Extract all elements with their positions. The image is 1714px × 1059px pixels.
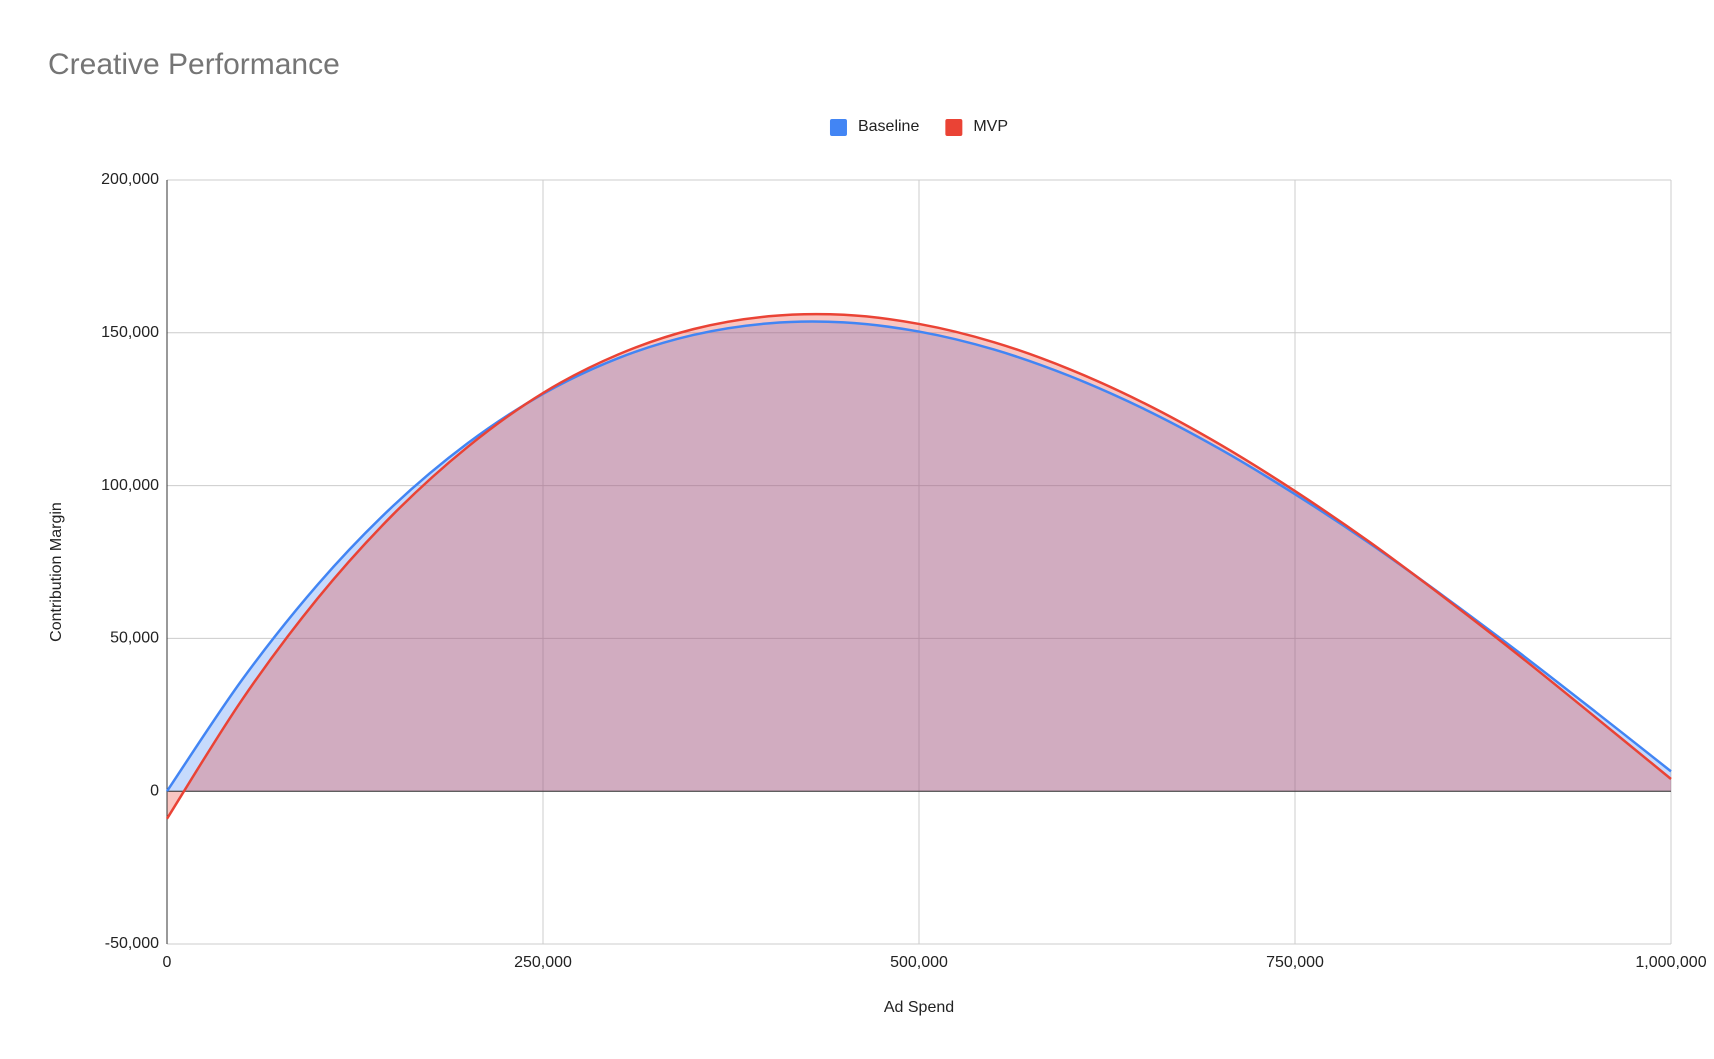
y-tick-label: -50,000 xyxy=(105,935,159,952)
y-tick-label: 150,000 xyxy=(101,324,159,341)
x-tick-label: 0 xyxy=(163,954,172,971)
area xyxy=(167,321,1671,792)
y-axis-title: Contribution Margin xyxy=(48,502,65,642)
line xyxy=(165,312,1672,820)
y-tick-label: 50,000 xyxy=(110,630,159,647)
x-tick-label: 500,000 xyxy=(890,954,948,971)
legend: Baseline MVP xyxy=(829,118,1008,136)
legend-label: MVP xyxy=(973,118,1008,135)
y-tick-label: 0 xyxy=(150,782,159,799)
area xyxy=(167,314,1671,819)
x-tick-label: 250,000 xyxy=(514,954,572,971)
chart-title: Creative Performance xyxy=(48,48,340,81)
x-tick-label: 750,000 xyxy=(1266,954,1324,971)
legend-swatch xyxy=(945,119,963,136)
y-tick-label: 200,000 xyxy=(101,171,159,188)
legend-swatch xyxy=(829,119,847,136)
legend-label: Baseline xyxy=(858,118,919,135)
x-tick-label: 1,000,000 xyxy=(1635,954,1706,971)
x-axis-title: Ad Spend xyxy=(884,999,954,1016)
y-tick-label: 100,000 xyxy=(101,477,159,494)
